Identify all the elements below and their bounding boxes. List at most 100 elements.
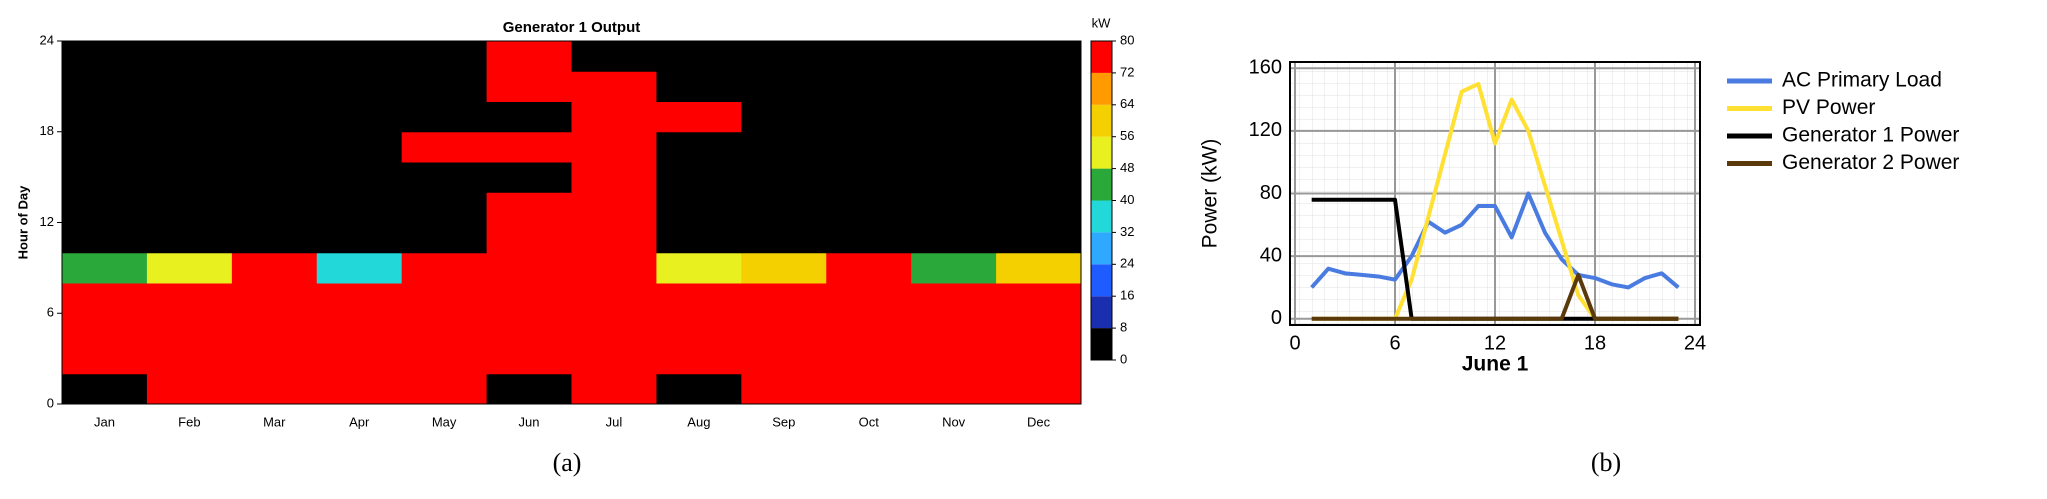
heat-cell [826, 131, 912, 163]
colorbar-tick-label: 80 [1120, 32, 1134, 47]
heat-cell [826, 41, 912, 72]
heat-cell [231, 131, 318, 163]
legend-label: Generator 1 Power [1782, 124, 1959, 147]
y-axis-title: Hour of Day [15, 185, 30, 259]
heat-cell [486, 283, 572, 314]
heat-cell [62, 71, 148, 102]
heat-cell [571, 343, 657, 375]
heat-cell [826, 101, 912, 133]
heat-cell [741, 192, 827, 223]
x-tick-label: 18 [1584, 332, 1606, 354]
heat-cell [146, 373, 233, 405]
heat-cell [741, 313, 827, 344]
heat-cell [996, 162, 1082, 193]
heat-cell [62, 162, 148, 193]
colorbar-tick-label: 16 [1120, 288, 1134, 303]
heat-cell [146, 131, 233, 163]
heat-cell [741, 71, 827, 102]
heat-cell [316, 41, 403, 72]
heat-cell [146, 283, 233, 314]
heat-cell [996, 41, 1082, 72]
heat-cell [741, 41, 827, 72]
heat-cell [231, 222, 318, 254]
heat-cell [401, 283, 488, 314]
heat-cell [401, 131, 488, 163]
heat-cell [741, 101, 827, 133]
x-tick-label: 0 [1289, 332, 1300, 354]
heat-cell [316, 313, 403, 344]
x-tick-label: Nov [942, 414, 966, 429]
heat-cell [571, 71, 657, 102]
x-tick-label: Feb [178, 414, 200, 429]
heat-cell [486, 313, 572, 344]
heat-cell [656, 343, 742, 375]
plot-frame [1289, 61, 1701, 326]
series-line [1311, 272, 1679, 321]
heat-cell [996, 71, 1082, 102]
x-tick-label: Oct [859, 414, 880, 429]
heat-cell [656, 192, 742, 223]
heat-cell [741, 131, 827, 163]
heat-cell [62, 373, 148, 405]
heat-cell [996, 131, 1082, 163]
heat-cell [231, 252, 318, 284]
heat-cell [486, 343, 572, 375]
heat-cell [146, 222, 233, 254]
heat-cell [316, 222, 403, 254]
heat-cell [826, 162, 912, 193]
heat-cell [656, 101, 742, 133]
heat-cell [486, 101, 572, 133]
heat-cell [571, 131, 657, 163]
heat-cell [486, 192, 572, 223]
heat-cell [911, 162, 997, 193]
x-axis-title: June 1 [1462, 353, 1529, 376]
heat-cell [996, 283, 1082, 314]
heat-cell [316, 373, 403, 405]
heat-cell [146, 101, 233, 133]
colorbar-segment [1091, 72, 1112, 105]
x-tick-label: Jun [519, 414, 540, 429]
x-tick-label: Dec [1027, 414, 1051, 429]
heat-cell [826, 313, 912, 344]
heat-cell [571, 162, 657, 193]
heat-cell [911, 373, 997, 405]
heat-cell [62, 41, 148, 72]
heat-cell [401, 192, 488, 223]
heat-cell [911, 192, 997, 223]
y-tick-label: 40 [1260, 244, 1282, 266]
heat-cell [571, 41, 657, 72]
heat-cell [656, 162, 742, 193]
heat-cell [231, 192, 318, 223]
heat-cell [656, 313, 742, 344]
legend-label: PV Power [1782, 96, 1875, 119]
heat-cell [401, 162, 488, 193]
colorbar-segment [1091, 296, 1112, 329]
heat-cell [231, 283, 318, 314]
heat-cell [571, 222, 657, 254]
heat-cell [571, 313, 657, 344]
x-tick-label: 24 [1684, 332, 1706, 354]
heat-cell [486, 162, 572, 193]
heat-cell [996, 343, 1082, 375]
heat-cell [62, 313, 148, 344]
heat-cell [401, 101, 488, 133]
heat-cell [401, 313, 488, 344]
heat-cell [231, 71, 318, 102]
heat-cell [741, 343, 827, 375]
heat-cell [401, 41, 488, 72]
y-tick-label: 6 [47, 305, 54, 320]
heat-cell [741, 283, 827, 314]
heat-cell [911, 283, 997, 314]
heat-cell [316, 71, 403, 102]
heat-cell [231, 373, 318, 405]
heat-cell [741, 162, 827, 193]
y-tick-label: 80 [1260, 182, 1282, 204]
heat-cell [486, 252, 572, 284]
heat-cell [231, 162, 318, 193]
heat-cell [62, 131, 148, 163]
colorbar-tick-label: 24 [1120, 256, 1134, 271]
heat-cell [996, 252, 1082, 284]
colorbar-segment [1091, 264, 1112, 297]
heat-cell [316, 131, 403, 163]
